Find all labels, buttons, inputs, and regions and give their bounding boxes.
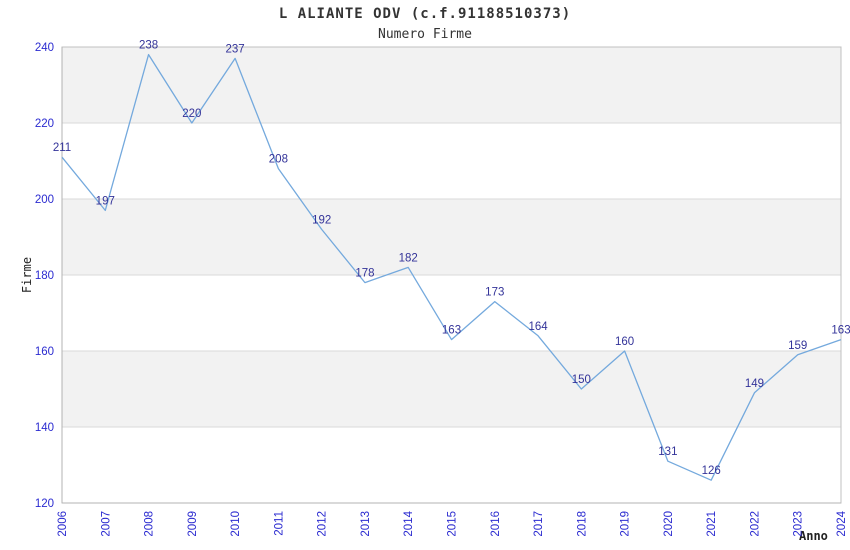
- chart-subtitle: Numero Firme: [378, 27, 472, 42]
- plot-band: [62, 199, 841, 275]
- data-point-label: 238: [139, 40, 158, 52]
- x-tick-label: 2012: [317, 511, 329, 537]
- data-point-label: 220: [182, 108, 201, 120]
- data-point-label: 126: [702, 465, 721, 477]
- y-tick-label: 240: [35, 42, 54, 54]
- data-point-label: 192: [312, 214, 331, 226]
- chart-title: L ALIANTE ODV (c.f.91188510373): [278, 6, 572, 22]
- data-point-label: 160: [615, 336, 634, 348]
- data-point-label: 208: [269, 154, 288, 166]
- x-tick-label: 2021: [706, 511, 718, 537]
- x-tick-label: 2013: [360, 511, 372, 537]
- data-point-label: 237: [226, 43, 245, 55]
- data-point-label: 197: [96, 195, 115, 207]
- x-tick-label: 2016: [490, 511, 502, 537]
- x-tick-label: 2007: [100, 511, 112, 537]
- x-tick-label: 2008: [144, 511, 156, 537]
- series-line: [61, 53, 842, 481]
- x-tick-label: 2020: [663, 511, 675, 537]
- x-tick-label: 2014: [403, 510, 415, 536]
- y-tick-label: 180: [35, 270, 54, 282]
- data-point-label: 211: [53, 142, 71, 154]
- x-tick-label: 2009: [187, 511, 199, 537]
- data-point-label: 163: [442, 325, 461, 337]
- plot-band: [62, 47, 841, 123]
- x-tick-label: 2024: [836, 510, 848, 536]
- x-tick-label: 2018: [576, 511, 588, 537]
- y-tick-label: 120: [35, 498, 54, 510]
- data-point-label: 163: [831, 325, 850, 337]
- x-tick-label: 2022: [749, 511, 761, 537]
- x-tick-label: 2017: [533, 511, 545, 537]
- data-point-label: 131: [658, 446, 677, 458]
- y-tick-label: 200: [35, 194, 54, 206]
- data-point-label: 182: [399, 252, 418, 264]
- x-tick-label: 2011: [273, 511, 285, 536]
- data-point-label: 173: [485, 287, 504, 299]
- data-point-label: 149: [745, 378, 764, 390]
- x-tick-label: 2023: [793, 511, 805, 537]
- x-tick-label: 2015: [447, 511, 459, 537]
- data-point-label: 150: [572, 374, 591, 386]
- y-tick-label: 140: [35, 422, 54, 434]
- x-tick-label: 2006: [57, 511, 69, 537]
- x-tick-label: 2019: [620, 511, 632, 537]
- data-point-label: 159: [788, 340, 807, 352]
- x-axis-title: Anno: [799, 529, 828, 543]
- y-tick-label: 220: [35, 118, 54, 130]
- y-tick-label: 160: [35, 346, 54, 358]
- x-tick-label: 2010: [230, 511, 242, 537]
- data-point-label: 178: [355, 268, 374, 280]
- plot-band: [62, 351, 841, 427]
- data-point-label: 164: [528, 321, 548, 333]
